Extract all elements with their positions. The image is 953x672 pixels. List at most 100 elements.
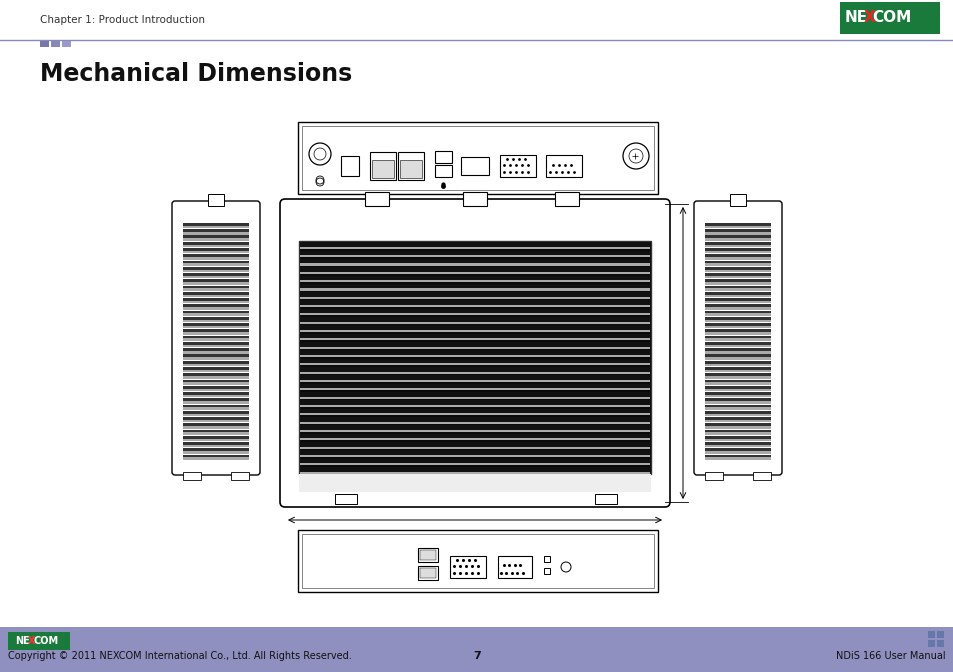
Bar [299, 280, 649, 282]
Bar [183, 455, 249, 458]
Bar [183, 339, 249, 341]
Bar [704, 401, 770, 404]
Text: X: X [29, 636, 35, 646]
Bar [704, 382, 770, 385]
Bar [299, 297, 649, 299]
Bar [183, 376, 249, 378]
Bar [704, 294, 770, 297]
Bar [704, 433, 770, 435]
Bar [704, 351, 770, 353]
Bar [704, 248, 770, 251]
FancyBboxPatch shape [693, 201, 781, 475]
Bar [460, 157, 489, 175]
Bar [183, 386, 249, 388]
Bar [704, 286, 770, 288]
Bar [704, 364, 770, 366]
Bar [704, 429, 770, 433]
Bar [183, 336, 249, 339]
Bar [183, 317, 249, 320]
Bar [183, 235, 249, 239]
Bar [704, 288, 770, 291]
Bar [704, 439, 770, 442]
Bar [299, 405, 649, 407]
Bar [704, 376, 770, 378]
Bar [462, 192, 486, 206]
Bar [183, 304, 249, 307]
Bar [299, 376, 649, 380]
Bar [183, 273, 249, 276]
Bar [183, 442, 249, 445]
Bar [183, 414, 249, 416]
Bar [704, 370, 770, 372]
Bar [183, 329, 249, 332]
Bar [704, 448, 770, 451]
Text: Mechanical Dimensions: Mechanical Dimensions [40, 62, 352, 86]
Bar [399, 160, 421, 178]
Bar [183, 401, 249, 404]
Bar [299, 467, 649, 472]
Bar [299, 392, 649, 396]
Bar [183, 251, 249, 253]
Bar [183, 282, 249, 285]
Bar [183, 332, 249, 335]
Bar [545, 155, 581, 177]
Bar [704, 367, 770, 370]
Bar [704, 239, 770, 241]
Bar [704, 298, 770, 301]
Bar [704, 342, 770, 345]
Bar [299, 430, 649, 432]
Bar [299, 455, 649, 457]
Bar [183, 358, 249, 360]
Bar [299, 450, 649, 455]
Bar [183, 226, 249, 228]
Bar [183, 323, 249, 326]
Bar [752, 472, 770, 480]
Bar [299, 350, 649, 355]
Bar [183, 351, 249, 353]
Bar [704, 358, 770, 360]
Bar [299, 401, 649, 405]
Bar [183, 395, 249, 397]
Bar [40, 41, 49, 47]
Bar [704, 254, 770, 257]
Bar [8, 632, 70, 650]
Bar [183, 439, 249, 442]
Bar [299, 284, 649, 288]
Bar [704, 320, 770, 322]
Bar [704, 223, 770, 226]
Bar [299, 359, 649, 364]
Bar [704, 282, 770, 285]
Bar [704, 310, 770, 313]
Bar [183, 388, 249, 391]
Bar [704, 472, 722, 480]
Bar [299, 271, 649, 274]
Bar [302, 534, 654, 588]
Bar [183, 320, 249, 322]
Bar [183, 429, 249, 433]
Bar [183, 380, 249, 382]
Bar [435, 151, 452, 163]
Bar [372, 160, 394, 178]
Bar [183, 245, 249, 247]
Bar [183, 448, 249, 451]
Bar [297, 530, 658, 592]
Bar [62, 41, 71, 47]
Bar [704, 436, 770, 439]
Bar [183, 436, 249, 439]
Bar [704, 405, 770, 407]
Bar [183, 261, 249, 263]
Bar [183, 310, 249, 313]
Bar [704, 332, 770, 335]
Bar [704, 407, 770, 410]
Bar [299, 364, 649, 366]
Text: NDiS 166 User Manual: NDiS 166 User Manual [836, 651, 945, 661]
Bar [704, 411, 770, 414]
Bar [183, 433, 249, 435]
Bar [704, 242, 770, 245]
Bar [299, 342, 649, 347]
Bar [183, 420, 249, 423]
Bar [704, 232, 770, 235]
Bar [183, 472, 201, 480]
Bar [704, 323, 770, 326]
Bar [840, 2, 939, 34]
